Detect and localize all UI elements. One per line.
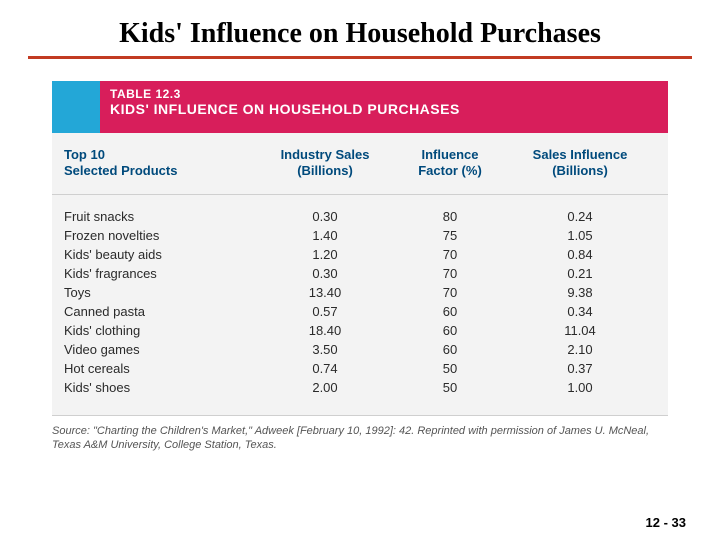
cell-factor: 80	[390, 209, 510, 224]
cell-influence: 0.21	[510, 266, 650, 281]
table-header-bar: TABLE 12.3 KIDS' INFLUENCE ON HOUSEHOLD …	[52, 81, 668, 133]
table-row: Kids' beauty aids1.20700.84	[60, 245, 660, 264]
col-header-line: Top 10	[64, 147, 260, 163]
cell-sales: 1.20	[260, 247, 390, 262]
cell-sales: 0.57	[260, 304, 390, 319]
cell-product: Kids' clothing	[60, 323, 260, 338]
cell-factor: 75	[390, 228, 510, 243]
col-header-line: (Billions)	[510, 163, 650, 179]
table-container: TABLE 12.3 KIDS' INFLUENCE ON HOUSEHOLD …	[52, 81, 668, 416]
table-row: Toys13.40709.38	[60, 283, 660, 302]
cell-factor: 70	[390, 266, 510, 281]
cell-product: Toys	[60, 285, 260, 300]
cell-factor: 70	[390, 247, 510, 262]
table-row: Kids' shoes2.00501.00	[60, 378, 660, 397]
table-row: Kids' clothing18.406011.04	[60, 321, 660, 340]
cell-influence: 0.34	[510, 304, 650, 319]
col-header-line: (Billions)	[260, 163, 390, 179]
cell-product: Canned pasta	[60, 304, 260, 319]
cell-influence: 2.10	[510, 342, 650, 357]
cell-influence: 1.05	[510, 228, 650, 243]
cell-sales: 1.40	[260, 228, 390, 243]
header-title-box: TABLE 12.3 KIDS' INFLUENCE ON HOUSEHOLD …	[100, 81, 668, 133]
table-row: Frozen novelties1.40751.05	[60, 226, 660, 245]
col-header-line: Influence	[390, 147, 510, 163]
cell-influence: 0.84	[510, 247, 650, 262]
col-header-line: Factor (%)	[390, 163, 510, 179]
col-header-line: Industry Sales	[260, 147, 390, 163]
cell-factor: 60	[390, 342, 510, 357]
cell-influence: 0.37	[510, 361, 650, 376]
table-body: Fruit snacks0.30800.24Frozen novelties1.…	[52, 195, 668, 416]
cell-factor: 50	[390, 361, 510, 376]
table-row: Fruit snacks0.30800.24	[60, 207, 660, 226]
table-number: TABLE 12.3	[110, 87, 658, 101]
table-row: Canned pasta0.57600.34	[60, 302, 660, 321]
table-row: Hot cereals0.74500.37	[60, 359, 660, 378]
cell-sales: 3.50	[260, 342, 390, 357]
col-header-line: Sales Influence	[510, 147, 650, 163]
cell-influence: 9.38	[510, 285, 650, 300]
cell-product: Kids' beauty aids	[60, 247, 260, 262]
cell-factor: 50	[390, 380, 510, 395]
col-header-influence: Sales Influence (Billions)	[510, 147, 650, 180]
cell-factor: 60	[390, 323, 510, 338]
cell-product: Kids' fragrances	[60, 266, 260, 281]
cell-influence: 11.04	[510, 323, 650, 338]
col-header-factor: Influence Factor (%)	[390, 147, 510, 180]
cell-sales: 0.30	[260, 266, 390, 281]
cell-sales: 13.40	[260, 285, 390, 300]
cell-product: Kids' shoes	[60, 380, 260, 395]
cell-product: Video games	[60, 342, 260, 357]
cell-product: Hot cereals	[60, 361, 260, 376]
table-row: Video games3.50602.10	[60, 340, 660, 359]
col-header-sales: Industry Sales (Billions)	[260, 147, 390, 180]
slide-title: Kids' Influence on Household Purchases	[28, 18, 692, 59]
table-row: Kids' fragrances0.30700.21	[60, 264, 660, 283]
cell-influence: 1.00	[510, 380, 650, 395]
cell-product: Fruit snacks	[60, 209, 260, 224]
cell-sales: 0.74	[260, 361, 390, 376]
cell-sales: 18.40	[260, 323, 390, 338]
cell-sales: 2.00	[260, 380, 390, 395]
cell-influence: 0.24	[510, 209, 650, 224]
table-title: KIDS' INFLUENCE ON HOUSEHOLD PURCHASES	[110, 101, 658, 117]
col-header-products: Top 10 Selected Products	[60, 147, 260, 180]
cell-sales: 0.30	[260, 209, 390, 224]
cell-factor: 70	[390, 285, 510, 300]
cell-product: Frozen novelties	[60, 228, 260, 243]
source-citation: Source: "Charting the Children's Market,…	[52, 424, 668, 454]
page-number: 12 - 33	[646, 515, 686, 530]
column-headers: Top 10 Selected Products Industry Sales …	[52, 133, 668, 195]
header-accent-box	[52, 81, 100, 133]
cell-factor: 60	[390, 304, 510, 319]
col-header-line: Selected Products	[64, 163, 260, 179]
